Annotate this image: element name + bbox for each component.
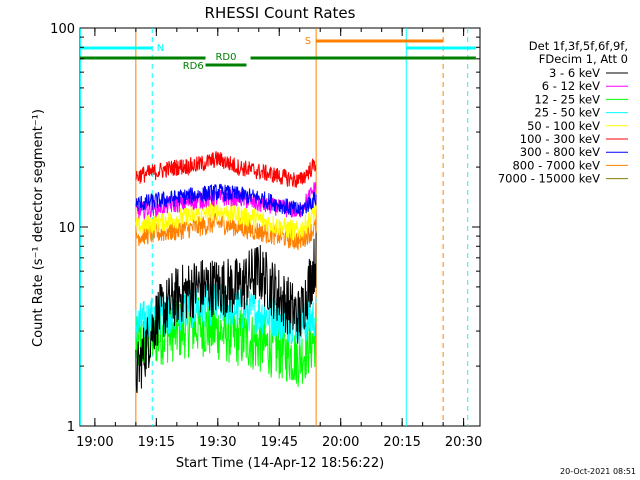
axes-layer: 19:00 19:15 19:30 19:45 20:00 20:15 20:30 1 10 10… [50,22,482,450]
rd0-flag-label: RD0 [215,52,236,63]
y-axis-label: Count Rate (s⁻¹ detector segment⁻¹) [31,109,46,347]
y-tick-label: 1 [67,420,75,435]
series-line [135,151,317,188]
series-layer [135,151,317,394]
series-line [135,231,317,394]
legend-entry-label: 50 - 100 keV [527,119,600,133]
x-tick-label: 19:30 [199,435,236,450]
legend: Det 1f,3f,5f,6f,9f,FDecim 1, Att 03 - 6 … [498,39,628,186]
legend-entry-label: 6 - 12 keV [542,79,600,93]
x-axis-label: Start Time (14-Apr-12 18:56:22) [176,456,384,471]
y-tick-label: 100 [50,22,75,37]
legend-entry-label: 100 - 300 keV [520,132,600,146]
saa-flag-label: S [305,36,311,47]
legend-entry-label: 25 - 50 keV [534,106,600,120]
x-tick-label: 19:15 [138,435,175,450]
legend-entry-label: 300 - 800 keV [520,145,600,159]
x-tick-label: 20:15 [383,435,420,450]
night-flag-label: N [157,43,164,54]
legend-entry-label: 12 - 25 keV [534,92,600,106]
series-line [135,201,317,240]
x-tick-label: 20:00 [322,435,359,450]
rd6-flag-label: RD6 [183,61,204,72]
legend-header: FDecim 1, Att 0 [539,52,628,66]
x-tick-label: 19:45 [261,435,298,450]
series-line [135,183,317,217]
legend-entry-label: 7000 - 15000 keV [498,172,600,186]
legend-header: Det 1f,3f,5f,6f,9f, [529,39,628,53]
y-tick-label: 10 [58,221,75,236]
x-tick-label: 19:00 [76,435,113,450]
x-tick-label: 20:30 [445,435,482,450]
legend-entry-label: 800 - 7000 keV [512,158,600,172]
timestamp: 20-Oct-2021 08:51 [560,467,636,476]
chart-title: RHESSI Count Rates [205,4,356,22]
legend-entry-label: 3 - 6 keV [549,66,600,80]
